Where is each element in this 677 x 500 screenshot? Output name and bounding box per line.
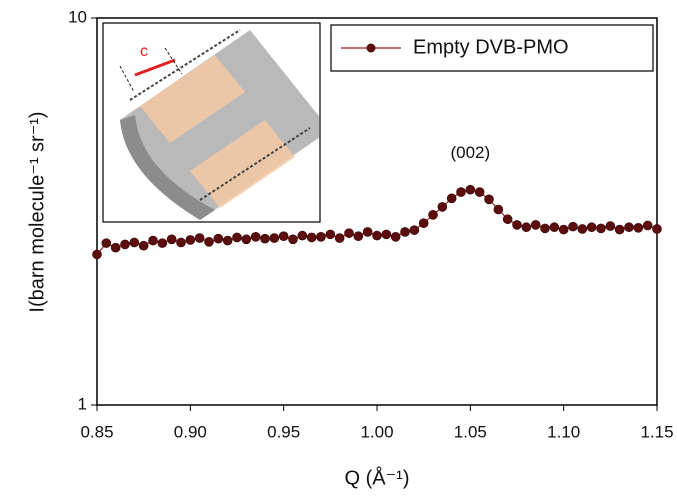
data-point <box>596 223 606 234</box>
annotation: (002) <box>450 143 490 162</box>
data-point <box>512 220 522 230</box>
data-point <box>157 238 168 248</box>
data-point <box>129 237 140 248</box>
data-point <box>306 232 317 243</box>
data-point <box>540 223 550 234</box>
data-point <box>334 233 345 243</box>
data-point <box>484 194 494 205</box>
x-tick-label: 1.05 <box>454 422 487 441</box>
data-point <box>493 204 504 215</box>
data-point <box>418 218 429 228</box>
x-tick-label: 1.00 <box>360 422 393 441</box>
legend-label: Empty DVB-PMO <box>413 36 569 58</box>
data-point <box>194 233 205 243</box>
data-point <box>232 232 242 243</box>
data-point <box>624 222 634 233</box>
x-tick-label: 1.15 <box>640 422 673 441</box>
data-point <box>269 233 280 243</box>
data-point <box>400 227 410 237</box>
data-point <box>120 239 130 250</box>
legend-marker <box>366 43 376 53</box>
inset: c <box>102 22 321 223</box>
data-point <box>549 222 560 233</box>
y-tick-label: 10 <box>68 7 87 26</box>
data-point <box>101 238 112 248</box>
data-point <box>652 224 662 234</box>
data-point <box>204 237 214 247</box>
data-point <box>353 231 364 242</box>
data-point <box>568 221 578 232</box>
y-tick-label: 1 <box>78 394 87 413</box>
data-point <box>474 187 485 197</box>
x-tick-label: 0.90 <box>174 422 207 441</box>
data-point <box>138 240 149 251</box>
y-axis-label: I(barn molecule⁻¹ sr⁻¹) <box>26 111 48 312</box>
data-point <box>409 225 420 235</box>
inset-label: c <box>140 43 148 60</box>
data-point <box>465 184 476 195</box>
data-point <box>148 235 158 246</box>
data-point <box>605 221 616 231</box>
data-point <box>530 220 541 230</box>
data-point <box>428 210 438 220</box>
data-point <box>586 222 597 233</box>
data-point <box>558 224 569 235</box>
data-point <box>110 242 121 253</box>
inset-drawing <box>119 29 319 220</box>
data-point <box>325 229 336 240</box>
data-point <box>390 232 401 242</box>
data-point <box>166 234 177 245</box>
x-axis-label: Q (Å⁻¹) <box>345 466 410 489</box>
data-point <box>456 187 466 197</box>
data-point <box>241 234 252 245</box>
data-point <box>372 230 382 241</box>
x-tick-label: 1.10 <box>547 422 580 441</box>
data-point <box>362 227 373 237</box>
data-point <box>316 232 326 242</box>
data-point <box>185 235 196 245</box>
data-point <box>222 235 233 246</box>
data-point <box>502 214 513 225</box>
x-tick-label: 0.95 <box>267 422 300 441</box>
data-point <box>642 220 653 231</box>
data-point <box>446 193 457 204</box>
data-point <box>278 231 289 242</box>
data-point <box>297 230 308 241</box>
x-tick-label: 0.85 <box>80 422 113 441</box>
data-point <box>437 202 448 212</box>
data-point <box>344 228 354 238</box>
data-point <box>213 233 224 244</box>
data-point <box>381 229 392 240</box>
data-point <box>176 237 186 248</box>
data-point <box>250 232 261 242</box>
data-point <box>614 224 625 235</box>
data-point <box>577 224 588 234</box>
data-point <box>521 222 532 233</box>
data-point <box>260 233 270 244</box>
data-point <box>92 249 102 260</box>
data-point <box>633 222 644 233</box>
data-point <box>288 234 298 245</box>
